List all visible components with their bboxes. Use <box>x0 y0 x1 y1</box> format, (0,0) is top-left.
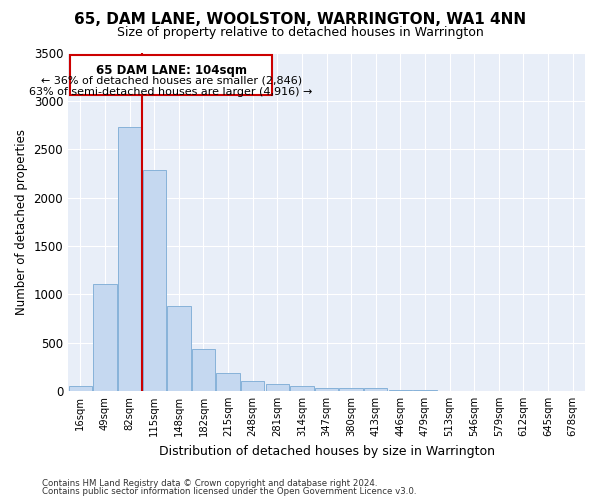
Bar <box>93 284 116 391</box>
Bar <box>143 170 166 391</box>
Bar <box>192 350 215 391</box>
Text: 65, DAM LANE, WOOLSTON, WARRINGTON, WA1 4NN: 65, DAM LANE, WOOLSTON, WARRINGTON, WA1 … <box>74 12 526 28</box>
Bar <box>364 388 388 391</box>
Bar <box>290 386 314 391</box>
Text: 63% of semi-detached houses are larger (4,916) →: 63% of semi-detached houses are larger (… <box>29 88 313 98</box>
Bar <box>217 373 240 391</box>
Bar <box>118 127 141 391</box>
Bar <box>315 388 338 391</box>
Bar <box>68 386 92 391</box>
Bar <box>389 390 412 391</box>
Bar <box>266 384 289 391</box>
X-axis label: Distribution of detached houses by size in Warrington: Distribution of detached houses by size … <box>158 444 494 458</box>
Bar <box>241 382 265 391</box>
Text: Contains public sector information licensed under the Open Government Licence v3: Contains public sector information licen… <box>42 486 416 496</box>
Bar <box>340 388 363 391</box>
FancyBboxPatch shape <box>70 56 272 94</box>
Y-axis label: Number of detached properties: Number of detached properties <box>15 128 28 314</box>
Bar <box>167 306 191 391</box>
Text: ← 36% of detached houses are smaller (2,846): ← 36% of detached houses are smaller (2,… <box>41 76 302 86</box>
Text: 65 DAM LANE: 104sqm: 65 DAM LANE: 104sqm <box>95 64 247 77</box>
Text: Size of property relative to detached houses in Warrington: Size of property relative to detached ho… <box>116 26 484 39</box>
Text: Contains HM Land Registry data © Crown copyright and database right 2024.: Contains HM Land Registry data © Crown c… <box>42 479 377 488</box>
